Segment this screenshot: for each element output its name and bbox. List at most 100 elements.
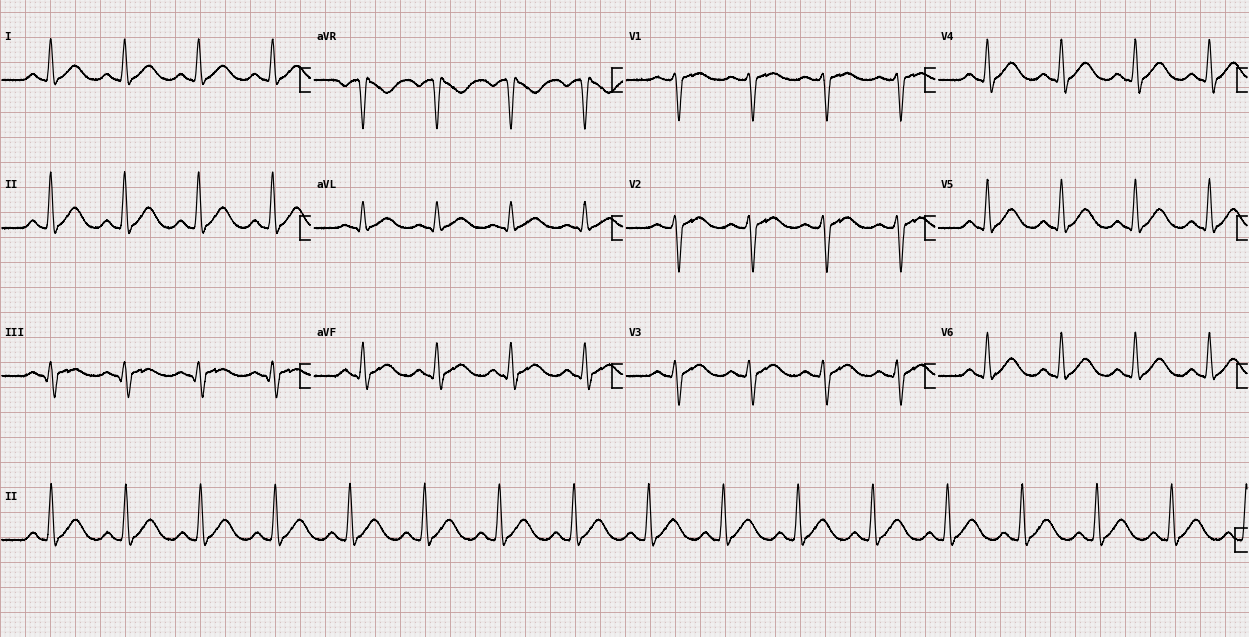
Point [1040, 287, 1060, 297]
Point [485, 452, 505, 462]
Point [435, 492, 455, 502]
Point [40, 282, 60, 292]
Point [786, 422, 806, 432]
Point [260, 527, 280, 537]
Point [580, 297, 600, 307]
Point [555, 287, 575, 297]
Point [345, 122, 365, 132]
Point [475, 472, 495, 482]
Point [871, 77, 891, 87]
Point [145, 327, 165, 337]
Point [1115, 312, 1135, 322]
Point [55, 102, 75, 112]
Point [1130, 172, 1150, 182]
Point [305, 207, 325, 217]
Point [916, 522, 936, 532]
Point [185, 297, 205, 307]
Point [764, 202, 784, 212]
Point [1115, 267, 1135, 277]
Point [195, 557, 215, 567]
Point [465, 262, 485, 272]
Point [305, 437, 325, 447]
Point [791, 32, 811, 42]
Point [674, 397, 694, 407]
Point [856, 322, 876, 332]
Point [654, 2, 674, 12]
Point [285, 0, 305, 7]
Point [335, 582, 355, 592]
Point [955, 177, 975, 187]
Point [190, 247, 210, 257]
Point [1105, 82, 1125, 92]
Point [1190, 12, 1210, 22]
Point [980, 342, 1000, 352]
Point [275, 122, 295, 132]
Point [1115, 482, 1135, 492]
Point [455, 267, 475, 277]
Point [1095, 197, 1115, 207]
Point [55, 232, 75, 242]
Point [55, 602, 75, 612]
Point [781, 502, 801, 512]
Point [1085, 72, 1105, 82]
Point [330, 157, 350, 167]
Point [921, 272, 940, 282]
Point [15, 382, 35, 392]
Point [575, 277, 595, 287]
Point [175, 177, 195, 187]
Point [940, 292, 960, 302]
Point [1065, 602, 1085, 612]
Point [891, 307, 911, 317]
Point [275, 227, 295, 237]
Point [811, 457, 831, 467]
Point [285, 342, 305, 352]
Point [195, 127, 215, 137]
Point [1190, 317, 1210, 327]
Point [305, 327, 325, 337]
Point [455, 492, 475, 502]
Point [50, 442, 70, 452]
Point [35, 267, 55, 277]
Point [970, 122, 990, 132]
Point [871, 502, 891, 512]
Point [480, 162, 500, 172]
Point [926, 542, 945, 552]
Point [764, 397, 784, 407]
Point [85, 422, 105, 432]
Point [1005, 392, 1025, 402]
Point [395, 547, 415, 557]
Point [115, 542, 135, 552]
Point [1125, 262, 1145, 272]
Point [1180, 442, 1200, 452]
Point [801, 197, 821, 207]
Point [719, 297, 739, 307]
Point [1025, 227, 1045, 237]
Point [60, 327, 80, 337]
Point [500, 332, 520, 342]
Point [605, 487, 624, 497]
Point [325, 217, 345, 227]
Point [0, 322, 10, 332]
Point [1095, 132, 1115, 142]
Point [15, 277, 35, 287]
Point [140, 152, 160, 162]
Point [754, 297, 774, 307]
Point [130, 227, 150, 237]
Point [590, 152, 610, 162]
Point [215, 322, 235, 332]
Point [130, 502, 150, 512]
Point [245, 617, 265, 627]
Point [510, 82, 530, 92]
Point [525, 432, 545, 442]
Point [709, 237, 729, 247]
Point [140, 522, 160, 532]
Point [1235, 592, 1249, 602]
Point [175, 392, 195, 402]
Point [871, 547, 891, 557]
Point [595, 602, 615, 612]
Point [965, 222, 985, 232]
Point [555, 507, 575, 517]
Point [1015, 332, 1035, 342]
Point [776, 222, 796, 232]
Point [425, 142, 445, 152]
